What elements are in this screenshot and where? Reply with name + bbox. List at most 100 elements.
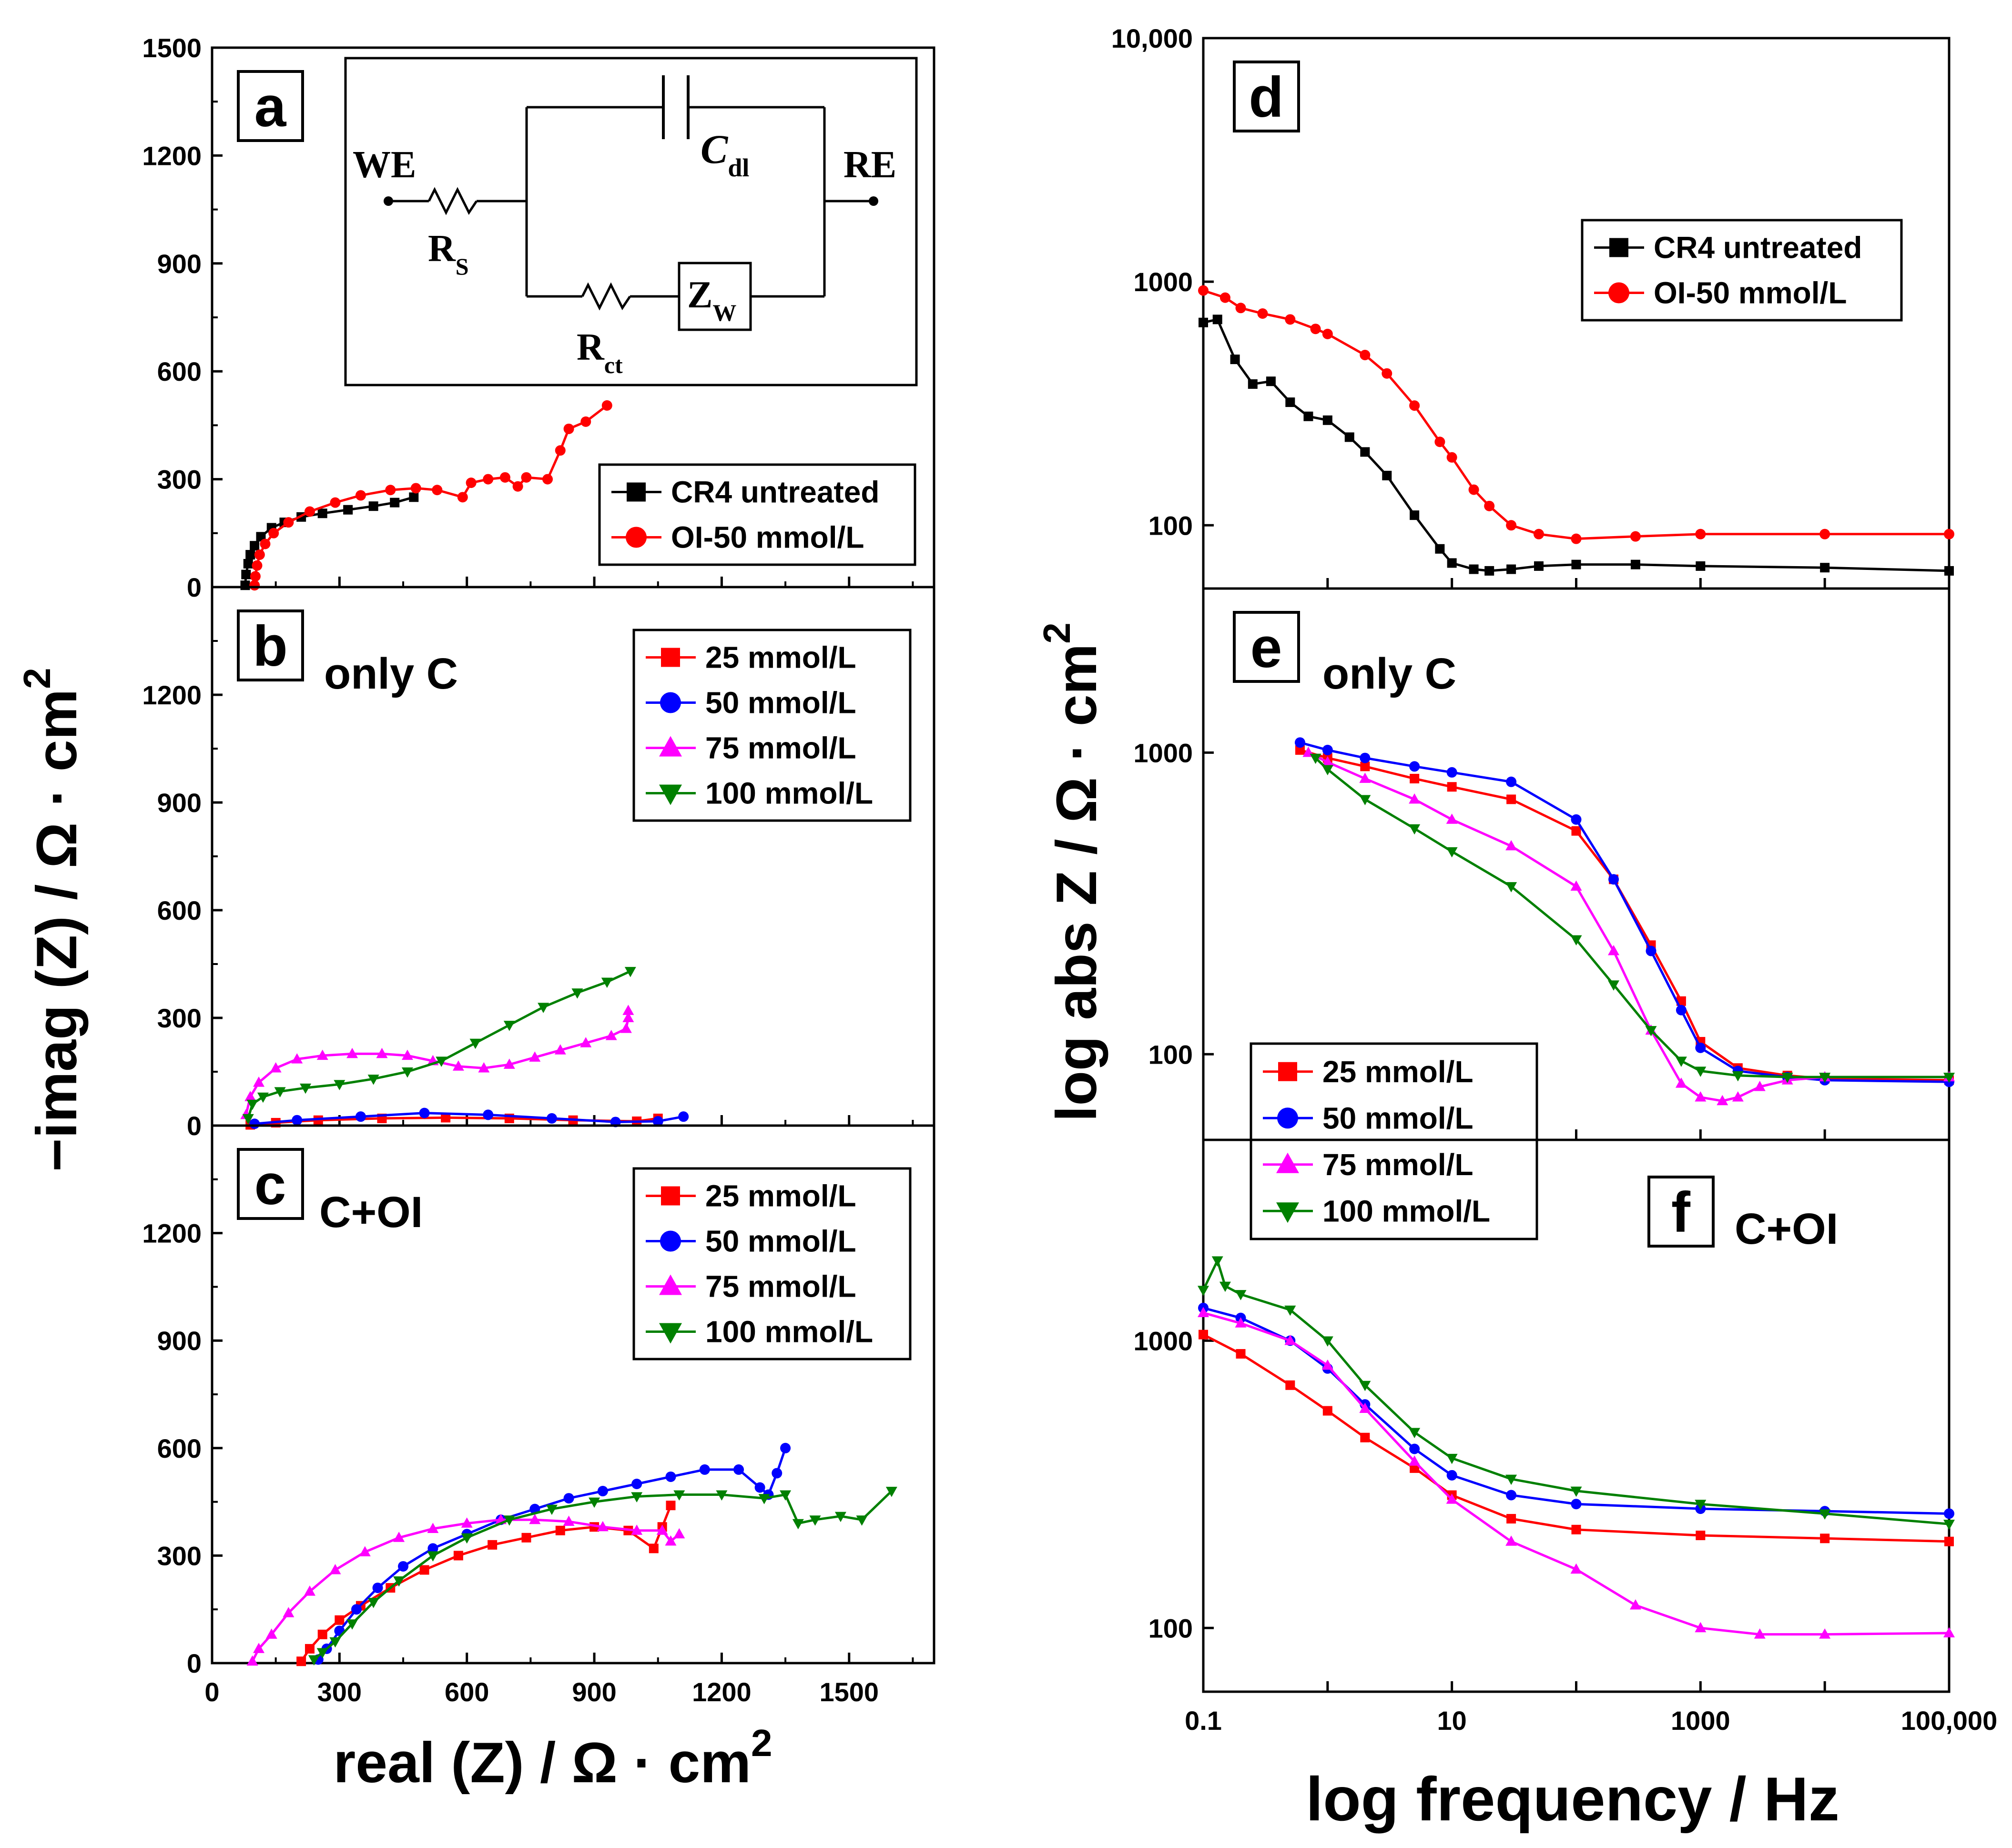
data-point-d-0-3 [1248,379,1258,389]
data-point-e-3-5 [1505,882,1517,893]
data-point-b-3-12 [571,988,583,999]
data-point-e-0-0 [1295,745,1305,755]
x-tick-label-c-2: 600 [445,1677,489,1707]
data-point-a-1-9 [355,490,366,501]
data-point-f-1-6 [1446,1470,1457,1481]
data-point-d-0-13 [1447,558,1457,568]
data-point-a-1-11 [410,483,421,494]
data-point-a-1-0 [249,580,260,591]
data-point-a-1-15 [483,474,494,485]
data-point-d-0-9 [1360,447,1370,457]
data-point-e-1-1 [1322,744,1333,755]
data-point-f-1-8 [1571,1499,1582,1510]
data-point-e-3-13 [1819,1073,1831,1083]
x-tick-label-c-5: 1500 [819,1677,879,1707]
y-tick-label-a-0: 0 [187,572,202,602]
legend-label-e-2: 75 mmol/L [1322,1147,1473,1182]
data-point-a-1-3 [254,549,265,560]
data-point-d-0-16 [1506,564,1516,574]
data-point-a-0-9 [317,508,327,518]
data-point-a-1-14 [466,477,477,488]
data-point-b-2-4 [291,1053,303,1064]
series-c-2 [246,1513,685,1666]
data-point-c-3-2 [329,1637,341,1648]
legend-label-c-2: 75 mmol/L [705,1269,856,1304]
panel-label-box-b [237,609,304,681]
data-point-f-3-10 [1570,1486,1582,1497]
data-point-c-3-15 [780,1490,792,1501]
legend-marker-d-1 [1608,282,1629,304]
panel-label-box-e [1233,611,1300,683]
data-point-d-1-4 [1285,314,1296,325]
y-tick-label-b-0: 0 [187,1111,202,1141]
data-point-c-2-9 [461,1517,473,1528]
legend-marker-b-0 [661,648,680,667]
panel-subtitle-e: only C [1322,650,1456,698]
panel-subtitle-f: C+OI [1735,1205,1838,1253]
data-point-b-0-4 [441,1113,451,1123]
legend-marker-b-3 [659,784,682,805]
y-tick-label-c-0: 0 [187,1648,202,1678]
data-point-b-3-8 [436,1056,447,1067]
left-y-axis-title-main: −imag (Z) / Ω · cm [25,689,89,1172]
data-point-f-3-1 [1211,1256,1223,1267]
data-point-a-0-1 [241,569,251,579]
legend-box-d [1581,219,1903,322]
data-point-d-0-8 [1344,432,1354,442]
data-point-c-2-2 [265,1628,277,1639]
data-point-a-1-7 [304,506,315,517]
panel-label-e: e [1250,616,1282,680]
data-point-c-3-14 [758,1494,770,1504]
data-point-e-3-12 [1781,1073,1793,1083]
rct-label-sub: ct [604,352,623,378]
data-point-b-3-14 [624,967,636,977]
series-c-3 [308,1487,897,1665]
data-point-b-3-1 [246,1099,258,1110]
data-point-d-1-7 [1360,350,1371,361]
data-point-d-1-17 [1630,531,1641,542]
data-point-a-0-2 [243,558,253,569]
legend-b: 25 mmol/L 50 mmol/L 75 mmol/L 100 mmol/L [632,629,912,822]
data-point-e-1-8 [1646,945,1656,956]
rs-label: RS [428,228,469,280]
data-point-d-1-9 [1409,400,1420,411]
data-point-c-1-5 [398,1561,409,1572]
series-e-3 [1310,753,1955,1083]
data-point-e-2-7 [1608,945,1620,955]
legend-marker-c-1 [660,1230,681,1252]
data-point-c-1-13 [665,1471,676,1482]
data-point-e-0-5 [1506,794,1516,804]
legend-marker-e-1 [1277,1107,1298,1129]
data-point-a-1-12 [432,485,443,496]
panel-b: 0 300 600 900 1200 b only C 25 mmol/L 50 mmol/L 7… [142,586,935,1141]
left-y-axis-title: −imag (Z) / Ω · cm2 [16,668,89,1172]
data-point-d-0-10 [1382,470,1392,480]
data-point-c-1-15 [733,1464,744,1475]
data-point-b-2-3 [270,1062,282,1073]
data-point-c-3-9 [546,1504,558,1515]
data-point-d-0-17 [1534,561,1544,571]
legend-label-a-1: OI-50 mmol/L [671,520,864,555]
legend-marker-c-2 [659,1274,682,1295]
data-point-b-2-11 [478,1062,490,1073]
data-point-e-3-1 [1321,765,1333,775]
series-d-0 [1199,315,1954,576]
data-point-c-2-14 [631,1524,643,1535]
data-point-f-0-9 [1696,1530,1706,1540]
y-tick-label-d-1: 1000 [1133,267,1193,297]
rs-label-sub: S [456,253,469,280]
data-point-c-2-1 [253,1643,265,1653]
legend-marker-c-0 [661,1186,680,1206]
data-point-e-1-2 [1360,752,1371,763]
data-point-f-2-4 [1359,1402,1371,1413]
data-point-d-1-20 [1944,528,1954,539]
data-point-c-3-3 [346,1619,358,1630]
data-point-e-2-9 [1675,1077,1687,1088]
rs-label-main: R [428,228,456,270]
data-point-e-3-8 [1645,1026,1657,1036]
legend-box-e [1250,1042,1538,1240]
data-point-a-1-6 [283,517,294,528]
data-point-a-1-1 [250,571,261,582]
series-line-e-0 [1300,749,1950,1082]
data-point-c-3-12 [673,1490,685,1501]
